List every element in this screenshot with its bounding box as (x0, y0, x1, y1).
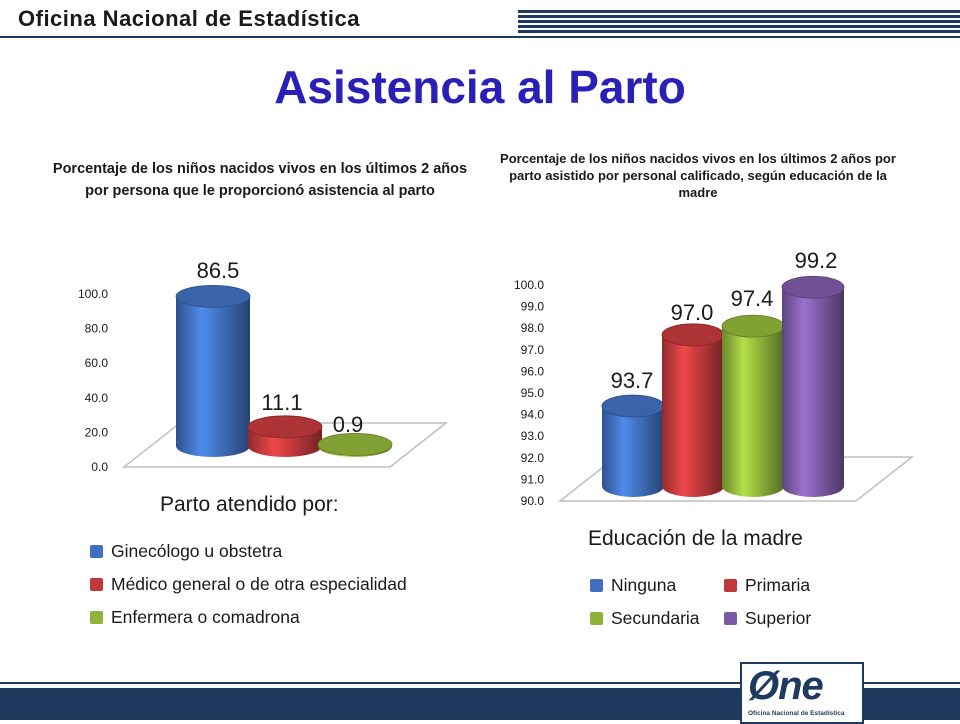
legend-label: Médico general o de otra especialidad (111, 574, 407, 594)
chart-1-ytick-label: 93.0 (521, 429, 545, 443)
legend-item: Primaria (724, 569, 810, 602)
logo-text: Øne (748, 664, 824, 708)
footer-divider (0, 682, 960, 684)
chart-1-bar-top-1 (661, 323, 725, 347)
legend-item: Superior (724, 602, 811, 635)
logo-subtitle: Oficina Nacional de Estadística (748, 710, 845, 717)
chart-1-bar-top-3 (781, 275, 845, 299)
chart-1-ytick-label: 99.0 (521, 300, 545, 314)
legend-label: Enfermera o comadrona (111, 607, 300, 627)
chart-left-legend: Ginecólogo u obstetra Médico general o de… (90, 535, 407, 634)
chart-1-bar-2 (722, 326, 784, 497)
chart-1-ytick-label: 94.0 (521, 408, 545, 422)
chart-0-ytick-label: 20.0 (85, 425, 109, 439)
chart-1-ytick-label: 92.0 (521, 451, 545, 465)
chart-0-ytick-label: 80.0 (85, 322, 109, 336)
legend-swatch (90, 611, 103, 624)
legend-swatch (90, 545, 103, 558)
header-stripes (518, 10, 960, 36)
legend-label: Superior (745, 608, 812, 628)
chart-1-bar-top-0 (601, 394, 665, 418)
legend-item: Ninguna (590, 569, 710, 602)
chart-0-bar-top-0 (175, 284, 251, 308)
chart-1-value-label: 93.7 (611, 368, 654, 393)
chart-0-bar-top-1 (247, 415, 323, 439)
chart-1-ytick-label: 96.0 (521, 364, 545, 378)
chart-1-value-label: 97.4 (731, 286, 774, 311)
org-name: Oficina Nacional de Estadística (18, 6, 360, 31)
header-divider (0, 36, 960, 38)
chart-1-ytick-label: 90.0 (521, 494, 545, 508)
chart-0-value-label: 0.9 (333, 412, 364, 437)
chart-0-ytick-label: 0.0 (91, 460, 108, 474)
legend-label: Ginecólogo u obstetra (111, 541, 283, 561)
chart-1-ytick-label: 98.0 (521, 321, 545, 335)
legend-swatch (590, 612, 603, 625)
chart-right-legend: Ninguna Primaria Secundaria Superior (590, 569, 825, 635)
chart-1-bar-top-2 (721, 314, 785, 338)
chart-1-ytick-label: 100.0 (514, 278, 544, 292)
chart-1-ytick-label: 97.0 (521, 343, 545, 357)
chart-0-floor (121, 422, 449, 468)
chart-1-bar-1 (662, 334, 724, 497)
chart-0-ytick-label: 60.0 (85, 356, 109, 370)
chart-0-bar-top-2 (317, 433, 393, 456)
chart-right-legend-title: Educación de la madre (588, 527, 803, 550)
chart-0-ytick-label: 100.0 (78, 287, 108, 301)
legend-swatch (590, 579, 603, 592)
legend-label: Primaria (745, 575, 811, 595)
legend-swatch (724, 612, 737, 625)
chart-right-title: Porcentaje de los niños nacidos vivos en… (500, 151, 896, 200)
legend-label: Secundaria (611, 608, 700, 628)
chart-0-ytick-label: 40.0 (85, 391, 109, 405)
chart-left-legend-title: Parto atendido por: (160, 493, 339, 516)
chart-1-floor (557, 456, 915, 502)
legend-item: Médico general o de otra especialidad (90, 568, 407, 601)
legend-swatch (724, 579, 737, 592)
legend-swatch (90, 578, 103, 591)
legend-row: Ninguna Primaria (590, 569, 825, 602)
chart-0-bar-0 (176, 296, 250, 457)
legend-row: Secundaria Superior (590, 602, 825, 635)
chart-1-ytick-label: 91.0 (521, 472, 545, 486)
chart-1-ytick-label: 95.0 (521, 386, 545, 400)
chart-1-value-label: 97.0 (671, 300, 714, 325)
chart-left-title: Porcentaje de los niños nacidos vivos en… (52, 161, 468, 199)
legend-label: Ninguna (611, 575, 677, 595)
legend-item: Secundaria (590, 602, 710, 635)
chart-1-value-label: 99.2 (795, 248, 838, 273)
chart-0-value-label: 86.5 (197, 258, 240, 283)
one-logo: Øne Oficina Nacional de Estadística (740, 662, 864, 724)
chart-1-bar-3 (782, 287, 844, 497)
legend-item: Enfermera o comadrona (90, 601, 407, 634)
chart-1-bar-0 (602, 406, 664, 497)
legend-item: Ginecólogo u obstetra (90, 535, 407, 568)
page-title: Asistencia al Parto (274, 61, 686, 113)
chart-0-value-label: 11.1 (261, 390, 302, 415)
